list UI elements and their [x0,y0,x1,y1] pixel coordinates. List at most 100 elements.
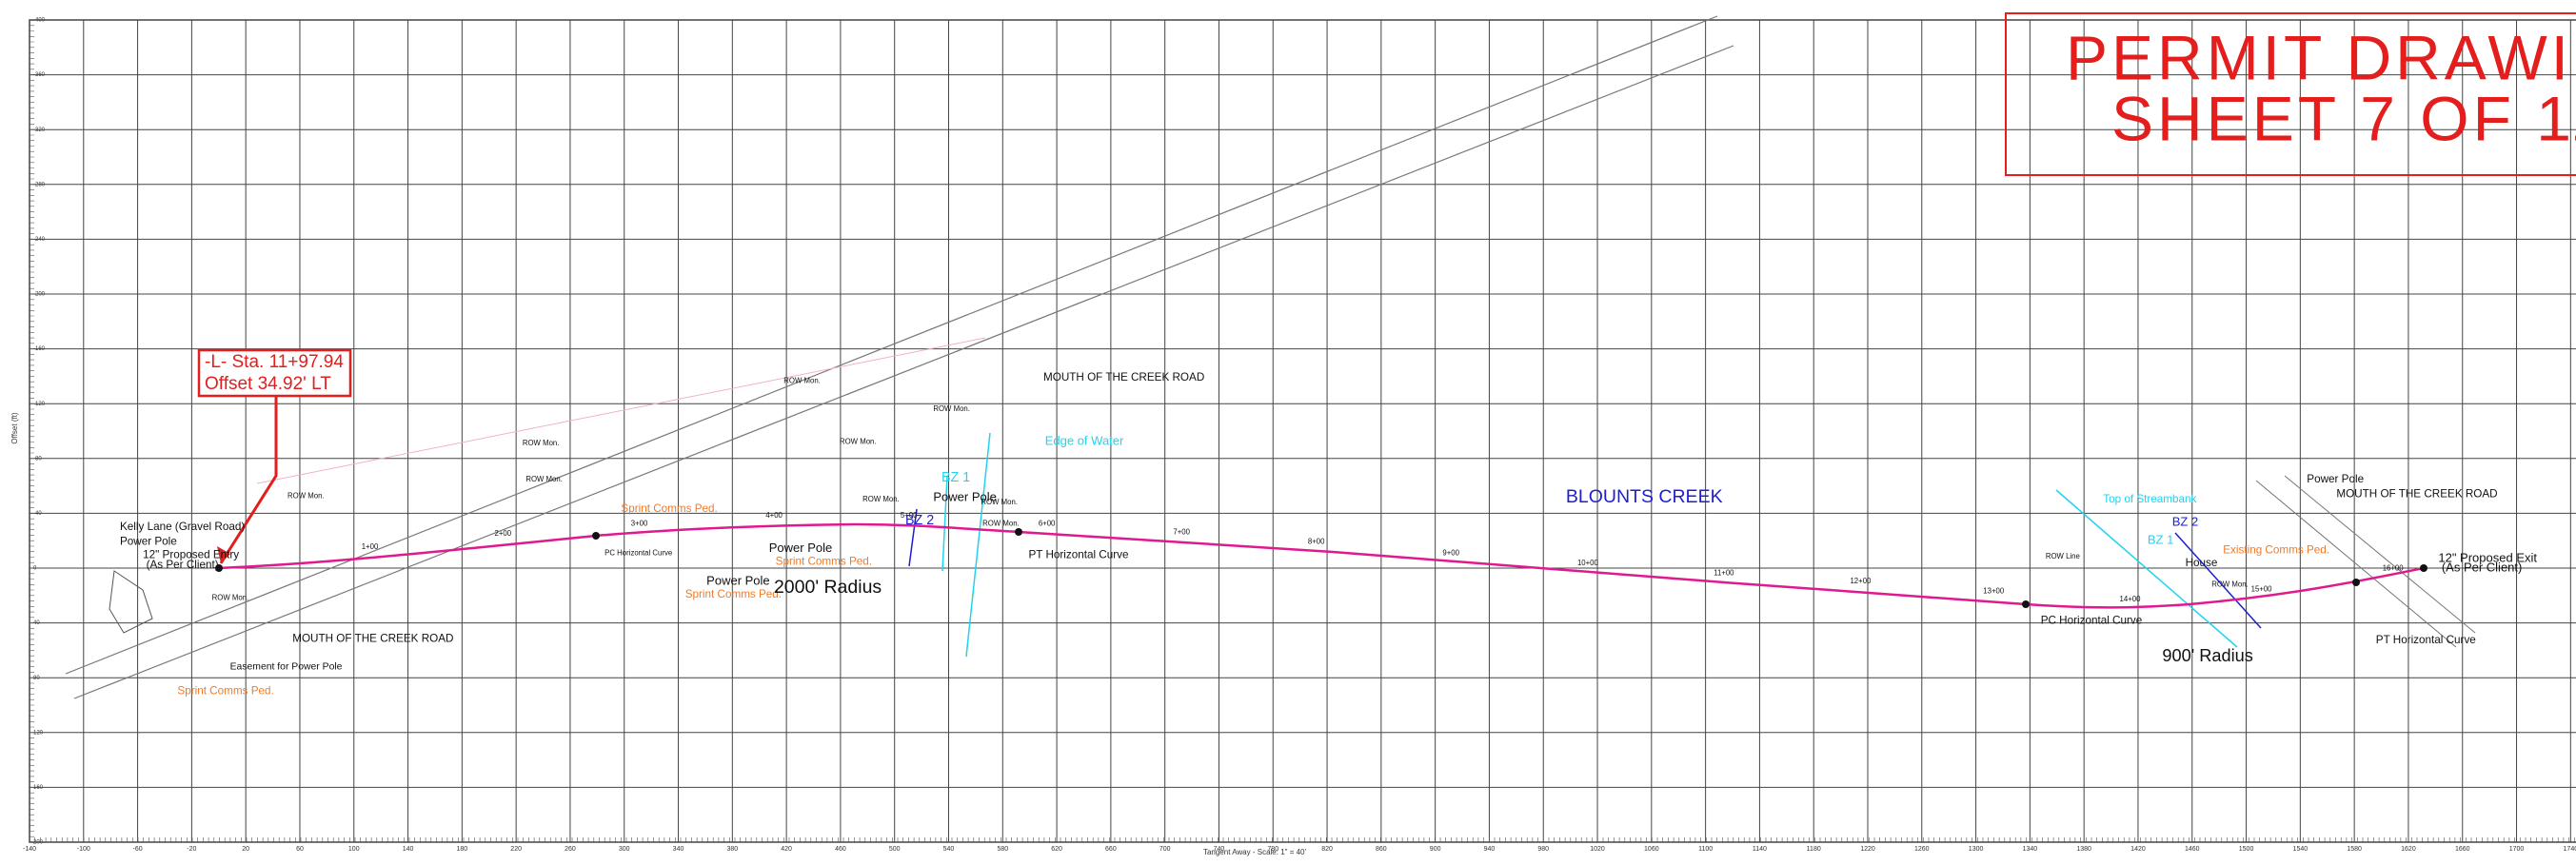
x-tick-label: 300 [619,846,630,853]
pc-point [592,532,600,540]
plot-frame [29,19,2576,843]
x-tick-label: 1140 [1753,846,1767,853]
annotation: BZ 2 [905,513,934,528]
pt-point [1015,528,1022,536]
top-of-streambank [2055,489,2238,648]
annotation: 9+00 [1442,549,1459,558]
x-tick-label: -60 [133,846,143,853]
x-tick-label: 220 [510,846,522,853]
annotation: 3+00 [631,520,648,528]
easement-line [256,337,986,484]
y-tick-label: 120 [33,730,44,736]
x-tick-label: 860 [1376,846,1387,853]
annotation: 2+00 [495,529,512,538]
x-tick-label: -100 [77,846,90,853]
x-tick-label: 940 [1484,846,1496,853]
annotation: ROW Mon. [933,404,970,413]
annotation: ROW Mon. [2211,580,2249,589]
kelly-lane [109,570,153,634]
annotation: 12" Proposed Exit [2438,550,2537,564]
alignment [218,522,2425,609]
x-tick-label: 1500 [2239,846,2254,853]
x-tick-label: 580 [997,846,1008,853]
y-tick-label: 160 [33,785,44,791]
annotation: 15+00 [2251,585,2273,594]
y-tick-label: 80 [33,676,40,681]
annotation: 4+00 [765,511,783,520]
y-tick-label: -200 [33,292,46,298]
annotation: ROW Mon. [840,437,877,445]
edge-of-water [965,432,991,658]
stamp-line: SHEET 7 OF 11 [2111,83,2576,153]
annotation: ROW Mon. [982,520,1020,528]
annotation: PT Horizontal Curve [2376,634,2476,646]
x-tick-label: 1740 [2564,846,2576,853]
annotation: 16+00 [2383,563,2405,572]
x-tick-label: 1580 [2347,846,2362,853]
annotation: 2000' Radius [774,577,882,598]
y-tick-label: -280 [33,182,46,187]
x-tick-label: 1180 [1807,846,1821,853]
annotation: Sprint Comms Ped. [685,588,782,600]
annotation: 7+00 [1173,527,1190,536]
x-tick-label: 1220 [1860,846,1875,853]
annotation: MOUTH OF THE CREEK ROAD [1043,371,1204,383]
annotation: ROW Mon. [212,593,249,601]
annotation: MOUTH OF THE CREEK ROAD [292,633,453,645]
x-tick-label: 460 [835,846,846,853]
annotation: ROW Mon. [981,498,1018,506]
annotation: 900' Radius [2162,646,2252,665]
x-tick-label: 140 [403,846,414,853]
annotation: Kelly Lane (Gravel Road) [120,521,245,533]
buffer-zone-1 [941,475,948,572]
pt-point [2352,579,2360,586]
row-line [2284,475,2476,634]
x-tick-label: 1660 [2455,846,2470,853]
annotation: Top of Streambank [2103,493,2196,505]
annotation: 10+00 [1577,559,1599,567]
stamp-line: PERMIT DRAWING [2066,22,2576,92]
entry-point [215,564,223,572]
x-tick-label: 900 [1430,846,1441,853]
y-tick-label: 0 [33,566,37,572]
x-tick-label: 1420 [2130,846,2146,853]
annotation: 8+00 [1308,538,1325,546]
annotation: Sprint Comms Ped. [621,502,717,515]
annotation: Existing Comms Ped. [2223,543,2329,556]
callout-text: Offset 34.92' LT [205,374,331,394]
x-tick-label: 500 [889,846,901,853]
annotations: Kelly Lane (Gravel Road) Power Pole 12" Pr… [120,371,2537,698]
annotation: Sprint Comms Ped. [776,555,872,567]
annotation: Power Pole [706,573,769,587]
annotation: BZ 1 [2148,532,2173,546]
x-axis-label: Tangent Away - Scale: 1" = 40' [1203,848,1307,856]
x-tick-label: 700 [1159,846,1171,853]
y-tick-label: -120 [33,402,46,407]
x-tick-label: -20 [187,846,196,853]
annotation: Power Pole [769,541,832,555]
annotation: Power Pole [2307,473,2364,485]
y-axis-label: Offset (ft) [10,412,19,444]
annotation: ROW Mon. [287,491,325,500]
y-tick-label: -240 [33,237,46,243]
annotation: (As Per Client) [2442,560,2523,575]
pc-point [2022,600,2030,608]
x-tick-label: 260 [565,846,576,853]
x-tick-label: 380 [726,846,738,853]
callout-leader [219,396,278,564]
x-tick-label: 980 [1537,846,1549,853]
x-tick-label: 1700 [2509,846,2525,853]
x-tick-label: 180 [457,846,468,853]
x-tick-label: 1020 [1590,846,1605,853]
annotation: 6+00 [1039,520,1056,528]
x-tick-label: 780 [1267,846,1278,853]
x-tick-label: 1100 [1698,846,1713,853]
exit-point [2420,564,2427,572]
annotation: Easement for Power Pole [230,662,343,673]
annotation: ROW Mon. [783,376,821,384]
callout-arrow [217,546,230,563]
x-tick-label: 660 [1105,846,1117,853]
